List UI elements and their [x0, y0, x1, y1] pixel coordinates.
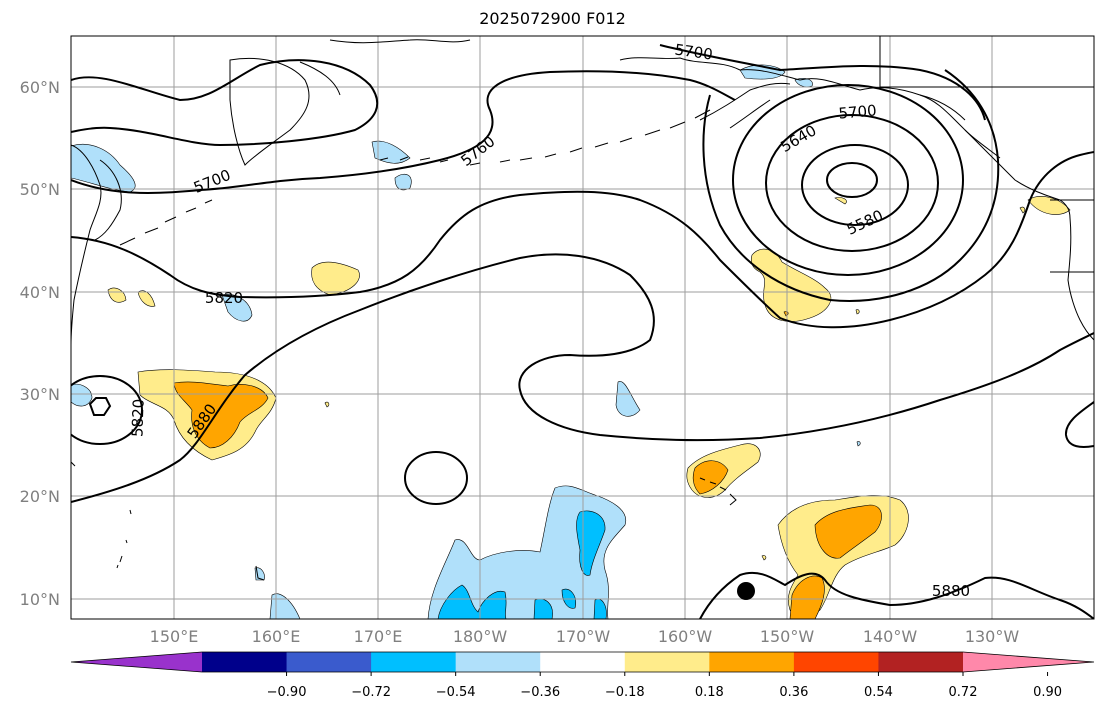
colorbar-tick-label: 0.72 [949, 685, 978, 700]
shade-patch [394, 173, 412, 191]
map-frame [70, 35, 1095, 620]
colorbar-segment [540, 652, 626, 672]
contour-label: 5700 [838, 101, 878, 122]
shade-patch [427, 485, 627, 619]
shade-patch [71, 144, 136, 193]
shade-patch [750, 248, 832, 322]
lon-label: 150°W [760, 627, 815, 646]
shade-patch [137, 290, 156, 307]
colorbar-segment [202, 652, 288, 672]
colorbar-segment [878, 652, 964, 672]
colorbar-outline [70, 651, 1095, 673]
shade-patch [371, 140, 411, 164]
colorbar-segment [371, 652, 457, 672]
map-title: 2025072900 F012 [479, 9, 626, 28]
shade-patch [856, 441, 861, 447]
gridlines [71, 36, 1094, 619]
lon-label: 130°W [965, 627, 1020, 646]
colorbar-segment [709, 652, 795, 672]
shade-patch [1019, 206, 1026, 214]
colorbar-segment [286, 652, 372, 672]
colorbar-tick-label: −0.36 [520, 685, 560, 700]
shade-patch [71, 383, 93, 407]
shade-patch [1027, 196, 1071, 215]
shade-patch [324, 401, 330, 408]
shade-patch [794, 78, 813, 88]
colorbar-segment [793, 652, 879, 672]
contour-label: 5700 [674, 40, 714, 63]
colorbar-extend-high [963, 652, 1094, 672]
contour-label: 5820 [205, 289, 243, 307]
lon-label: 180°W [453, 627, 508, 646]
lat-label: 60°N [20, 78, 60, 97]
latitude-labels: 60°N 50°N 40°N 30°N 20°N 10°N [20, 78, 60, 609]
shade-patch [437, 584, 507, 619]
shade-patch [615, 381, 641, 417]
shaded-field [71, 64, 1071, 619]
shade-patch [855, 309, 860, 315]
lat-label: 20°N [20, 487, 60, 506]
colorbar-tick-label: 0.18 [695, 685, 724, 700]
colorbar-tick-label: −0.90 [267, 685, 307, 700]
lon-label: 170°W [556, 627, 611, 646]
height-contours [71, 44, 1094, 619]
colorbar: −0.90 −0.72 −0.54 −0.36 −0.18 0.18 0.36 0.54 0.7… [70, 651, 1095, 700]
shade-patch [576, 510, 606, 576]
coastlines [71, 36, 1094, 581]
lon-label: 160°W [658, 627, 713, 646]
colorbar-segment [455, 652, 541, 672]
shade-patch [173, 381, 269, 449]
colorbar-tick-label: −0.54 [436, 685, 476, 700]
shade-patch [269, 593, 301, 619]
shade-patch [221, 294, 253, 322]
colorbar-segment [624, 652, 710, 672]
lon-label: 140°W [863, 627, 918, 646]
lat-label: 30°N [20, 385, 60, 404]
lat-label: 10°N [20, 590, 60, 609]
shade-patch [814, 504, 882, 559]
shade-patch [761, 555, 767, 561]
lat-label: 40°N [20, 283, 60, 302]
location-marker [737, 582, 755, 600]
colorbar-tick-label: 0.90 [1033, 685, 1062, 700]
shade-patch [834, 197, 847, 205]
colorbar-extend-low [71, 652, 202, 672]
lon-label: 150°E [150, 627, 199, 646]
lon-label: 170°E [354, 627, 403, 646]
shade-patch [692, 460, 729, 495]
colorbar-tick-label: −0.18 [605, 685, 645, 700]
colorbar-tick-label: −0.72 [351, 685, 391, 700]
longitude-labels: 150°E 160°E 170°E 180°W 170°W 160°W 150°… [150, 627, 1020, 646]
lon-label: 160°E [252, 627, 301, 646]
colorbar-tick-label: 0.54 [864, 685, 893, 700]
colorbar-tick-label: 0.36 [779, 685, 808, 700]
contour-label: 5820 [128, 398, 147, 437]
contour-label: 5880 [932, 582, 970, 600]
lat-label: 50°N [20, 180, 60, 199]
shade-patch [311, 261, 360, 296]
